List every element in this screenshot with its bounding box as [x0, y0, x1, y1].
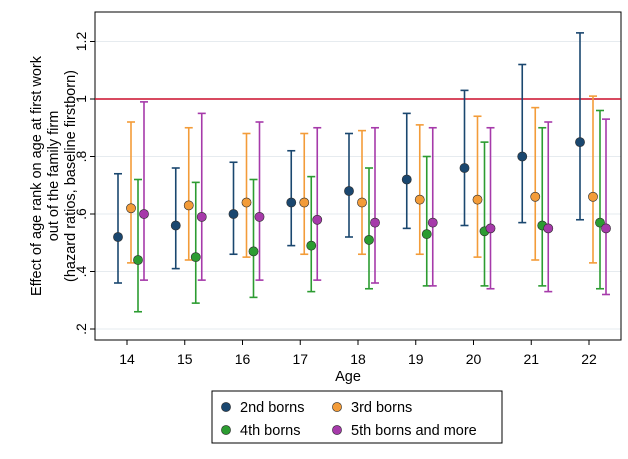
- data-point: [306, 240, 317, 251]
- series-3: [133, 109, 605, 313]
- data-point: [286, 197, 297, 208]
- legend: 2nd borns 3rd borns 4th borns 5th borns and…: [211, 390, 503, 444]
- plot-region: .2 .4 .6 .8 1 1.2 14 15 16 17 18 19 20 21 22 Age Effect …: [29, 11, 622, 385]
- legend-label: 3rd borns: [351, 400, 412, 416]
- data-point: [113, 232, 123, 242]
- data-point: [248, 246, 259, 257]
- data-point: [530, 191, 541, 202]
- y-tick-label: 1: [73, 95, 89, 103]
- series-2: [126, 95, 598, 264]
- legend-marker: [221, 425, 231, 435]
- data-point: [459, 163, 470, 173]
- legend-box: [211, 390, 503, 444]
- data-point: [588, 191, 598, 202]
- y-tick-label: .2: [73, 323, 89, 335]
- data-point: [427, 217, 438, 228]
- data-point: [472, 194, 483, 205]
- data-point: [601, 223, 611, 234]
- data-point: [370, 217, 380, 228]
- x-tick-label: 20: [466, 351, 482, 367]
- data-point: [254, 211, 265, 222]
- x-tick-label: 21: [523, 351, 539, 367]
- data-point: [299, 197, 310, 208]
- data-point: [126, 203, 136, 214]
- legend-label: 4th borns: [240, 423, 300, 439]
- legend-label: 5th borns and more: [351, 423, 477, 439]
- data-point: [414, 194, 425, 205]
- x-tick-label: 15: [177, 351, 193, 367]
- data-point: [364, 234, 374, 245]
- series-4: [139, 101, 611, 296]
- legend-marker: [332, 402, 342, 412]
- x-tick-label: 16: [235, 351, 251, 367]
- x-tick-label: 17: [292, 351, 308, 367]
- data-point: [485, 223, 496, 234]
- data-point: [241, 197, 252, 208]
- y-tick-label: .6: [73, 208, 89, 220]
- data-point: [421, 229, 432, 240]
- x-tick-label: 19: [408, 351, 424, 367]
- x-tick-label: 14: [119, 351, 135, 367]
- data-point: [183, 200, 194, 211]
- data-point: [133, 255, 143, 265]
- x-axis-title: Age: [335, 369, 361, 385]
- data-point: [357, 197, 367, 208]
- series-1: [113, 32, 585, 284]
- data-point: [312, 214, 323, 225]
- y-axis-title-line: (hazard ratios, baseline firstborn): [63, 70, 79, 282]
- y-axis-title-line: Effect of age rank on age at first work: [29, 55, 45, 296]
- x-tick-label: 22: [581, 351, 597, 367]
- data-point: [228, 209, 239, 219]
- data-point: [575, 137, 585, 148]
- y-tick-label: .4: [73, 265, 89, 277]
- legend-marker: [332, 425, 342, 435]
- data-point: [344, 186, 354, 196]
- y-axis-title: Effect of age rank on age at first worko…: [29, 55, 79, 296]
- legend-marker: [221, 402, 231, 412]
- data-point: [401, 174, 412, 185]
- data-point: [190, 252, 201, 263]
- y-tick-label: .8: [73, 150, 89, 162]
- data-point: [139, 209, 149, 219]
- data-point: [595, 217, 605, 228]
- y-tick-label: 1.2: [73, 32, 89, 52]
- data-point: [517, 151, 528, 162]
- y-axis-title-line: out of the family firm: [46, 111, 62, 242]
- data-point: [170, 220, 181, 231]
- data-point: [543, 223, 554, 234]
- x-tick-label: 18: [350, 351, 366, 367]
- legend-label: 2nd borns: [240, 400, 305, 416]
- data-point: [196, 211, 207, 222]
